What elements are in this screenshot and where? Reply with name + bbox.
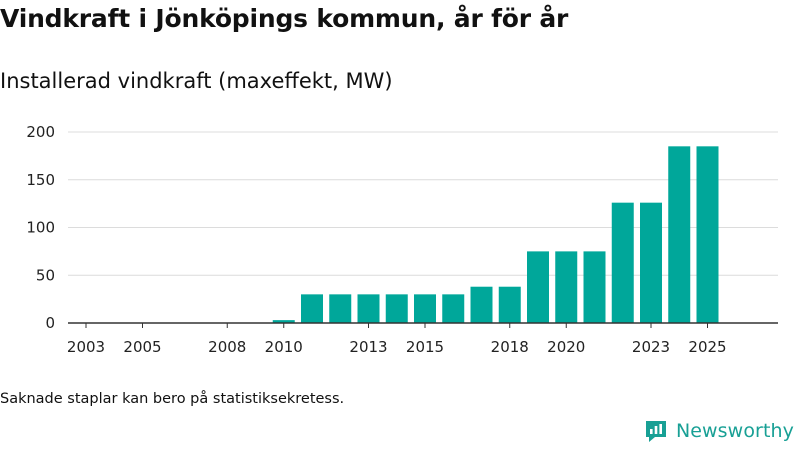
- x-tick-label: 2010: [265, 338, 303, 356]
- y-axis-labels: 0 50 100 150 200: [26, 123, 55, 332]
- x-tick-label: 2023: [632, 338, 670, 356]
- newsworthy-logo-icon: [645, 421, 666, 442]
- chart-title: Vindkraft i Jönköpings kommun, år för år: [0, 4, 569, 33]
- bar-2014: [385, 294, 408, 323]
- x-tick-label: 2008: [208, 338, 246, 356]
- bar-2017: [470, 286, 493, 323]
- bar-2018: [498, 286, 521, 323]
- bar-chart: 0 50 100 150 200 2003 2005 2008 2010 2013 2015 201…: [26, 123, 778, 356]
- x-tick-label: 2018: [491, 338, 529, 356]
- brand-name: Newsworthy: [675, 420, 794, 442]
- bar-2024: [668, 146, 691, 323]
- x-tick-label: 2005: [123, 338, 161, 356]
- x-tick-label: 2013: [349, 338, 387, 356]
- x-tick-label: 2020: [547, 338, 585, 356]
- bar-2011: [301, 294, 323, 323]
- bar-2019: [527, 251, 549, 323]
- bars: [272, 146, 719, 323]
- bar-2020: [555, 251, 578, 323]
- bar-2021: [583, 251, 606, 323]
- y-tick-label: 200: [26, 123, 55, 141]
- y-tick-label: 50: [36, 266, 55, 284]
- x-tick-label: 2003: [67, 338, 105, 356]
- bar-2023: [640, 202, 662, 323]
- bar-2025: [696, 146, 719, 323]
- y-tick-label: 100: [26, 219, 55, 237]
- bar-2013: [357, 294, 380, 323]
- bar-2022: [611, 202, 634, 323]
- bar-2016: [442, 294, 465, 323]
- bar-2015: [414, 294, 436, 323]
- brand-logo[interactable]: Newsworthy: [643, 418, 794, 444]
- x-axis-ticks: 2003 2005 2008 2010 2013 2015 2018 2020 2023 2025: [67, 323, 727, 356]
- footnote: Saknade staplar kan bero på statistiksek…: [0, 391, 345, 407]
- x-tick-label: 2025: [688, 338, 726, 356]
- chart-subtitle: Installerad vindkraft (maxeffekt, MW): [0, 69, 393, 93]
- bar-2010: [272, 320, 295, 323]
- y-tick-label: 0: [45, 314, 55, 332]
- y-tick-label: 150: [26, 171, 55, 189]
- x-tick-label: 2015: [406, 338, 444, 356]
- bar-2012: [329, 294, 352, 323]
